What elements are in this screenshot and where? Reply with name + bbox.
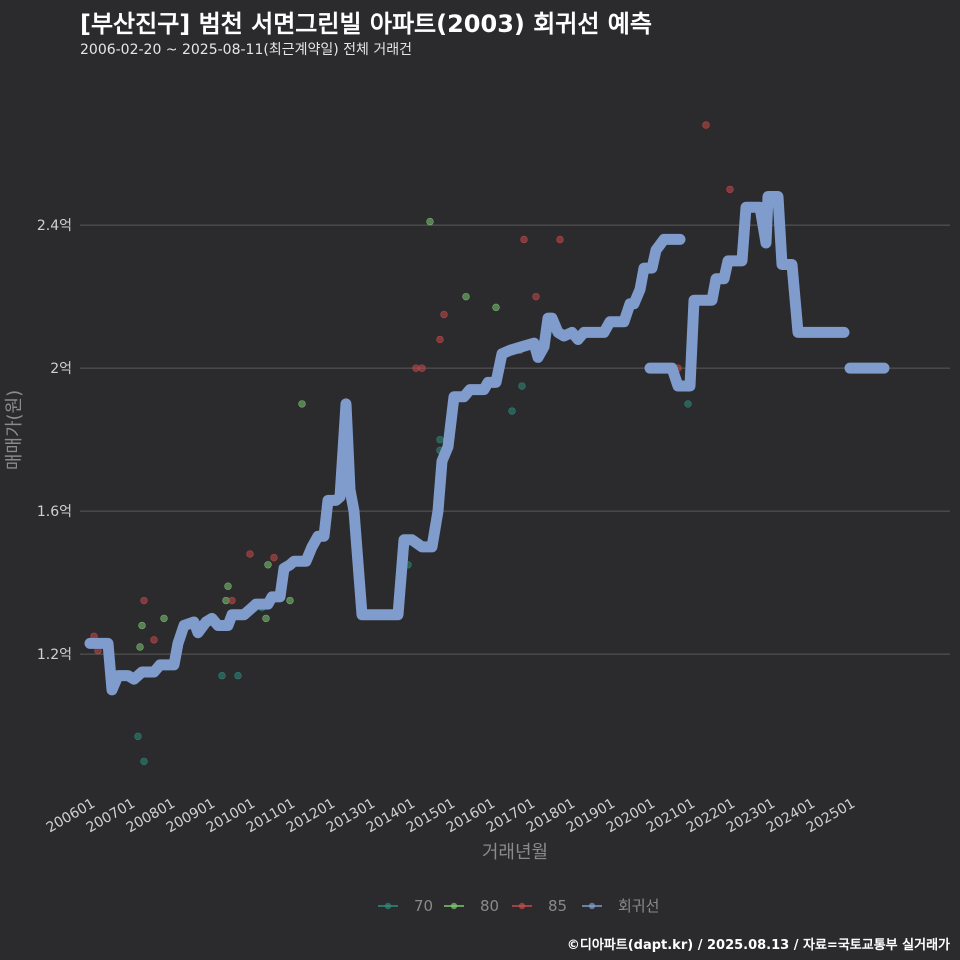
legend-label: 85 (548, 897, 567, 915)
scatter-point-80 (462, 292, 470, 301)
scatter-point-85 (270, 553, 278, 562)
chart-title: [부산진구] 범천 서면그린빌 아파트(2003) 회귀선 예측 (80, 10, 652, 38)
scatter-point-85 (436, 335, 444, 344)
scatter-point-80 (224, 582, 232, 590)
scatter-point-85 (440, 310, 448, 319)
scatter-point-70 (436, 435, 444, 444)
scatter-point-80 (138, 621, 146, 630)
scatter-point-85 (140, 596, 148, 605)
scatter-point-70 (684, 400, 692, 408)
y-tick-label: 2억 (50, 361, 72, 377)
y-axis-label: 매매가(원) (4, 390, 25, 470)
y-tick-label: 1.6억 (37, 504, 72, 520)
y-tick-label: 2.4억 (37, 218, 72, 234)
legend-label: 80 (480, 897, 499, 915)
scatter-point-85 (726, 185, 734, 194)
legend-key-dot (384, 902, 392, 910)
scatter-point-85 (418, 364, 426, 372)
scatter-point-85 (246, 550, 254, 558)
legend-label: 70 (414, 897, 433, 915)
scatter-point-70 (134, 732, 142, 741)
source-caption: ©디아파트(dapt.kr) / 2025.08.13 / 자료=국토교통부 실… (566, 938, 950, 953)
x-axis-label: 거래년월 (482, 842, 548, 863)
scatter-point-80 (286, 596, 294, 605)
legend-key-dot (450, 902, 458, 910)
regression-line (644, 191, 850, 392)
scatter-point-85 (532, 292, 540, 301)
scatter-point-80 (426, 217, 434, 226)
scatter-point-70 (234, 671, 242, 680)
legend-label: 회귀선 (618, 897, 659, 915)
legend-key-dot (518, 902, 526, 910)
scatter-point-80 (492, 303, 500, 312)
scatter-point-85 (520, 235, 528, 244)
scatter-point-70 (218, 671, 226, 680)
scatter-point-80 (136, 643, 144, 651)
scatter-point-85 (150, 636, 158, 644)
regression-line (84, 233, 686, 696)
scatter-point-70 (140, 757, 148, 766)
scatter-point-80 (298, 400, 306, 408)
legend-key-dot (588, 902, 596, 910)
scatter-point-80 (160, 614, 168, 623)
scatter-point-70 (518, 382, 526, 390)
scatter-point-85 (228, 596, 236, 605)
scatter-point-85 (702, 121, 710, 129)
scatter-point-70 (508, 407, 516, 415)
y-tick-label: 1.2억 (37, 647, 72, 663)
chart-subtitle: 2006-02-20 ~ 2025-08-11(최근계약일) 전체 거래건 (80, 42, 412, 58)
scatter-point-80 (264, 561, 272, 569)
scatter-point-80 (262, 614, 270, 623)
scatter-point-85 (556, 235, 564, 244)
